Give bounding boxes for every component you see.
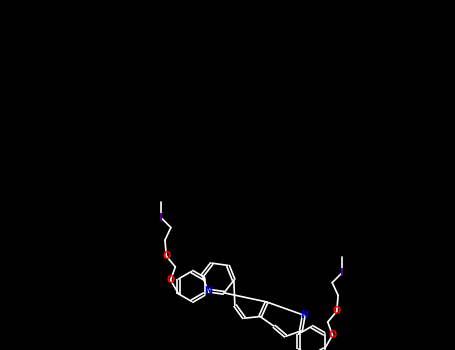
Text: O: O (162, 251, 171, 261)
Text: I: I (159, 212, 163, 223)
Text: N: N (204, 286, 212, 296)
Text: O: O (333, 306, 341, 316)
Text: O: O (329, 330, 337, 340)
Text: I: I (340, 268, 344, 278)
Text: O: O (167, 275, 175, 285)
Text: N: N (300, 310, 308, 320)
